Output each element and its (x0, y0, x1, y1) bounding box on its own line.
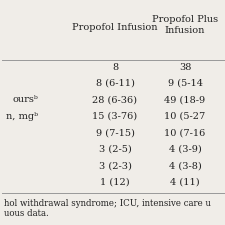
Text: 3 (2-5): 3 (2-5) (99, 145, 131, 154)
Text: 4 (3-9): 4 (3-9) (169, 145, 201, 154)
Text: Propofol Infusion: Propofol Infusion (72, 23, 158, 32)
Text: 8 (6-11): 8 (6-11) (96, 79, 135, 88)
Text: 9 (5-14: 9 (5-14 (167, 79, 202, 88)
Text: 3 (2-3): 3 (2-3) (99, 162, 131, 171)
Text: 10 (7-16: 10 (7-16 (164, 128, 206, 137)
Text: oursᵇ: oursᵇ (12, 95, 38, 104)
Text: 4 (3-8): 4 (3-8) (169, 162, 201, 171)
Text: Infusion: Infusion (165, 26, 205, 35)
Text: 4 (11): 4 (11) (170, 178, 200, 187)
Text: 49 (18-9: 49 (18-9 (164, 95, 206, 104)
Text: Propofol Plus: Propofol Plus (152, 15, 218, 24)
Text: 38: 38 (179, 63, 191, 72)
Text: 9 (7-15): 9 (7-15) (96, 128, 135, 137)
Text: 15 (3-76): 15 (3-76) (92, 112, 137, 121)
Text: 1 (12): 1 (12) (100, 178, 130, 187)
Text: 8: 8 (112, 63, 118, 72)
Text: hol withdrawal syndrome; ICU, intensive care u: hol withdrawal syndrome; ICU, intensive … (4, 198, 211, 207)
Text: uous data.: uous data. (4, 209, 49, 218)
Text: n, mgᵇ: n, mgᵇ (6, 112, 38, 121)
Text: 28 (6-36): 28 (6-36) (92, 95, 137, 104)
Text: 10 (5-27: 10 (5-27 (164, 112, 206, 121)
